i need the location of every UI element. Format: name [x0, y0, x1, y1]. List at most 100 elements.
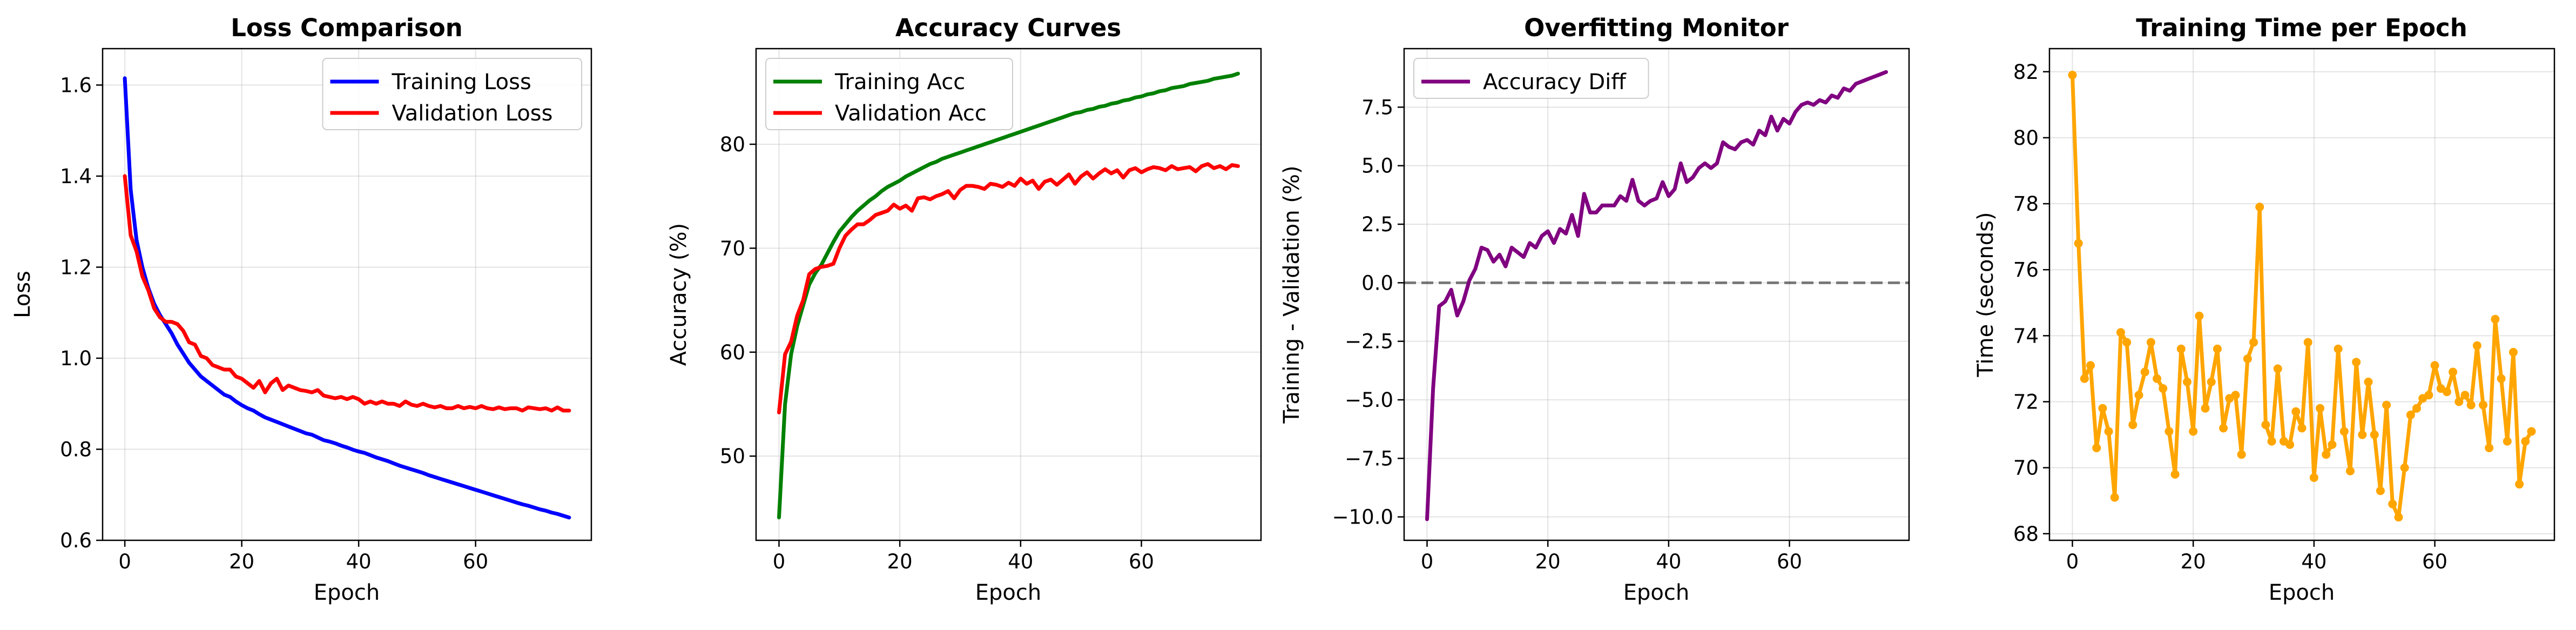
- y-tick-label: 82: [2013, 61, 2039, 84]
- data-point: [2110, 493, 2119, 502]
- data-point: [2249, 338, 2258, 347]
- x-tick-label: 60: [2422, 550, 2447, 573]
- y-tick-label: 1.4: [60, 165, 92, 188]
- data-point: [2364, 377, 2373, 386]
- training-acc-line: [777, 71, 1240, 520]
- data-point: [2273, 364, 2282, 373]
- x-tick-label: 0: [1421, 550, 1434, 573]
- x-axis-label: Epoch: [314, 580, 380, 605]
- legend-box: [322, 58, 582, 130]
- x-tick-label: 40: [2301, 550, 2327, 573]
- data-point: [2219, 424, 2228, 433]
- overfitting-monitor-chart: Overfitting Monitor 0 20 40 60 −10.0 −7.5 −5.…: [1279, 14, 1910, 605]
- data-point: [2104, 427, 2113, 436]
- loss-comparison-chart: Loss Comparison 0 20 40 60 0.6 0.8 1.0 1.2 1.4 1…: [10, 14, 592, 605]
- data-point: [2303, 338, 2312, 347]
- y-tick-label: 74: [2013, 324, 2039, 347]
- y-tick-label: −10.0: [1332, 506, 1393, 529]
- data-point: [2382, 400, 2391, 410]
- data-point: [2140, 367, 2149, 377]
- data-point: [2442, 387, 2451, 397]
- chart-title: Accuracy Curves: [895, 14, 1121, 42]
- y-tick-label: 0.0: [1361, 271, 1393, 294]
- legend-box: [1413, 58, 1649, 99]
- data-point: [2394, 513, 2403, 522]
- x-tick-label: 0: [118, 550, 131, 573]
- data-point: [2370, 430, 2379, 439]
- data-point: [2497, 374, 2506, 383]
- data-point: [2116, 328, 2125, 337]
- x-tick-label: 0: [2066, 550, 2079, 573]
- x-tick-label: 40: [1008, 550, 1033, 573]
- chart-title: Training Time per Epoch: [2136, 14, 2467, 42]
- y-tick-label: 50: [720, 445, 745, 468]
- data-point: [2243, 354, 2252, 364]
- y-tick-label: 76: [2013, 258, 2039, 282]
- chart-title: Loss Comparison: [231, 14, 463, 42]
- data-point: [2358, 430, 2367, 439]
- legend-label: Validation Acc: [835, 101, 987, 126]
- x-axis-label: Epoch: [1623, 580, 1689, 605]
- data-point: [2472, 341, 2481, 350]
- legend-label: Training Loss: [392, 70, 531, 95]
- plot-area-frame: [102, 48, 592, 541]
- data-point: [2449, 367, 2458, 377]
- plot-area-frame: [1403, 48, 1910, 541]
- data-point: [2170, 470, 2180, 479]
- x-axis-label: Epoch: [975, 580, 1041, 605]
- data-point: [2316, 404, 2325, 413]
- y-tick-label: −7.5: [1345, 447, 1393, 470]
- data-point: [2201, 404, 2210, 413]
- x-tick-label: 40: [346, 550, 372, 573]
- data-point: [2376, 486, 2385, 495]
- data-point: [2092, 443, 2101, 452]
- y-tick-label: 2.5: [1361, 213, 1393, 236]
- legend: Training Loss Validation Loss: [322, 58, 582, 130]
- x-axis-label: Epoch: [2269, 580, 2335, 605]
- data-point: [2322, 450, 2331, 459]
- data-point: [2098, 404, 2107, 413]
- data-point: [2195, 311, 2204, 320]
- y-tick-label: 78: [2013, 192, 2039, 216]
- y-tick-label: 60: [720, 341, 745, 364]
- y-tick-label: 0.6: [60, 529, 92, 552]
- data-point: [2213, 344, 2222, 353]
- data-point: [2207, 377, 2216, 386]
- accuracy-curves-chart: Accuracy Curves 0 20 40 60 50 60 70 80 Epoch A…: [666, 14, 1262, 605]
- training-loss-line: [123, 76, 571, 520]
- legend: Accuracy Diff: [1413, 58, 1649, 99]
- y-tick-label: 80: [720, 133, 745, 156]
- plot-area-frame: [755, 48, 1262, 541]
- x-tick-label: 20: [229, 550, 254, 573]
- y-tick-label: 1.0: [60, 347, 92, 370]
- data-point: [2153, 374, 2162, 383]
- data-point: [2430, 361, 2439, 370]
- data-point: [2527, 427, 2536, 436]
- legend-label: Accuracy Diff: [1483, 70, 1627, 95]
- training-time-chart: Training Time per Epoch 0 20 40 60 68 70 72 74…: [1973, 14, 2555, 605]
- data-point: [2176, 344, 2186, 353]
- y-tick-label: −2.5: [1345, 330, 1393, 353]
- data-point: [2080, 374, 2089, 383]
- data-point: [2424, 391, 2433, 400]
- data-point: [2189, 427, 2198, 436]
- y-tick-label: 1.6: [60, 73, 92, 97]
- data-point: [2086, 361, 2095, 370]
- y-tick-label: 5.0: [1361, 155, 1393, 178]
- x-tick-label: 60: [1777, 550, 1802, 573]
- data-point: [2334, 344, 2343, 353]
- data-point: [2122, 338, 2132, 347]
- data-point: [2231, 391, 2240, 400]
- x-tick-label: 40: [1656, 550, 1681, 573]
- data-point: [2508, 347, 2518, 357]
- data-point: [2412, 404, 2421, 413]
- x-tick-label: 60: [463, 550, 488, 573]
- data-point: [2128, 420, 2137, 430]
- data-point: [2503, 437, 2512, 446]
- data-point: [2297, 424, 2307, 433]
- x-tick-label: 0: [773, 550, 786, 573]
- y-tick-label: 1.2: [60, 256, 92, 279]
- y-axis-label: Training - Validation (%): [1279, 165, 1304, 424]
- data-point: [2454, 397, 2464, 406]
